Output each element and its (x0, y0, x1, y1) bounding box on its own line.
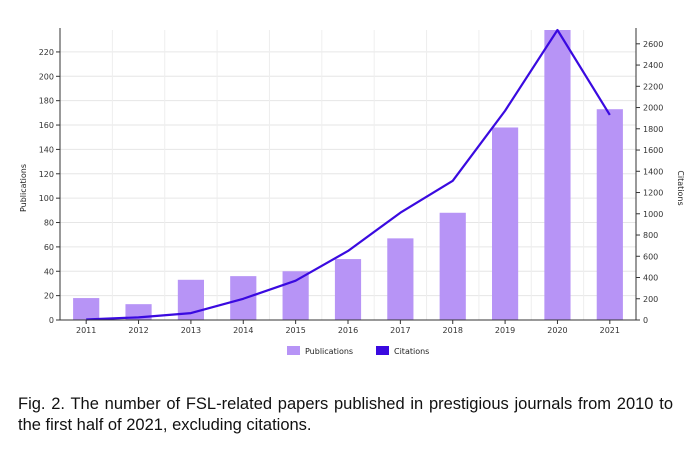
y-left-tick-label: 20 (44, 292, 54, 301)
y-left-tick-label: 220 (39, 48, 54, 57)
combo-chart: 0204060801001201401601802002200200400600… (19, 28, 685, 356)
y-left-tick-label: 80 (44, 219, 54, 228)
publication-bar (544, 30, 571, 320)
y-left-tick-label: 60 (44, 243, 54, 252)
x-tick-label: 2019 (495, 326, 515, 335)
y-right-tick-label: 200 (643, 295, 658, 304)
publication-bar (282, 271, 309, 320)
y-right-tick-label: 1600 (643, 146, 663, 155)
x-tick-label: 2014 (233, 326, 253, 335)
y-left-tick-label: 0 (49, 316, 54, 325)
y-right-tick-label: 1800 (643, 125, 663, 134)
legend-swatch-publications (287, 346, 300, 355)
y-axis-right-label: Citations (676, 170, 685, 205)
y-left-tick-label: 100 (39, 194, 54, 203)
x-tick-label: 2018 (443, 326, 463, 335)
y-right-tick-label: 1400 (643, 167, 663, 176)
y-right-tick-label: 600 (643, 252, 658, 261)
y-right-tick-label: 2200 (643, 82, 663, 91)
citations-line (86, 28, 611, 321)
publication-bar (492, 127, 519, 320)
x-tick-label: 2016 (338, 326, 358, 335)
y-axis-left-label: Publications (19, 164, 28, 212)
publication-bar (439, 212, 466, 320)
legend-label-citations: Citations (394, 347, 429, 356)
publication-bar (596, 109, 623, 320)
publication-bar (334, 259, 362, 320)
x-tick-label: 2021 (600, 326, 620, 335)
x-tick-label: 2015 (285, 326, 305, 335)
y-right-tick-label: 2000 (643, 104, 663, 113)
x-tick-label: 2017 (390, 326, 410, 335)
y-right-tick-label: 400 (643, 274, 658, 283)
y-left-tick-label: 120 (39, 170, 54, 179)
y-right-tick-label: 1200 (643, 189, 663, 198)
publication-bar (73, 298, 100, 320)
citations-line-group (86, 28, 611, 321)
y-left-tick-label: 180 (39, 97, 54, 106)
legend-swatch-citations (376, 346, 389, 355)
y-left-tick-label: 200 (39, 72, 54, 81)
legend-label-publications: Publications (305, 347, 353, 356)
figure-caption: Fig. 2. The number of FSL-related papers… (18, 395, 673, 434)
publication-bars (73, 30, 623, 320)
gridlines (60, 30, 636, 320)
y-right-tick-label: 0 (643, 316, 648, 325)
y-left-tick-label: 40 (44, 267, 54, 276)
y-right-tick-label: 2400 (643, 61, 663, 70)
x-tick-label: 2013 (181, 326, 201, 335)
x-tick-label: 2011 (76, 326, 96, 335)
publication-bar (387, 238, 414, 320)
y-left-tick-label: 140 (39, 145, 54, 154)
y-left-tick-label: 160 (39, 121, 54, 130)
y-right-tick-label: 2600 (643, 40, 663, 49)
x-tick-label: 2020 (547, 326, 567, 335)
y-right-tick-label: 800 (643, 231, 658, 240)
y-right-tick-label: 1000 (643, 210, 663, 219)
x-tick-label: 2012 (128, 326, 148, 335)
legend: Publications Citations (287, 346, 429, 356)
axes: 0204060801001201401601802002200200400600… (39, 28, 663, 335)
